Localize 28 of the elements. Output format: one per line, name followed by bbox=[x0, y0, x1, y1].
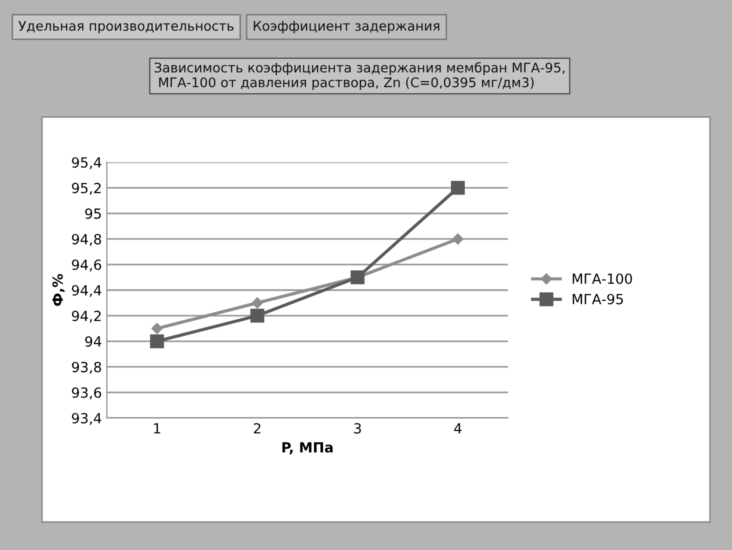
x-tick-label: 1 bbox=[154, 423, 160, 434]
point bbox=[452, 233, 464, 245]
y-tick-label: 93,8 bbox=[72, 362, 102, 374]
x-tick-label: 2 bbox=[254, 423, 260, 434]
y-tick-label: 94,4 bbox=[72, 285, 102, 298]
point bbox=[250, 308, 264, 323]
chart-title: Зависимость коэффициента задержания мембран МГА-95, МГА-100 от давления раствора, Zn (C=0,0395 мг/дм3) bbox=[154, 62, 564, 90]
x-tick-label: 3 bbox=[354, 423, 361, 434]
y-tick-label: 95,4 bbox=[72, 157, 102, 170]
legend-label: МГА-100 bbox=[572, 273, 632, 284]
y-tick-label: 93,4 bbox=[72, 412, 102, 425]
text: Коэффициент задержания bbox=[254, 21, 440, 34]
x-axis-title: P, МПа bbox=[282, 442, 333, 454]
y-axis-title: Ф,% bbox=[52, 274, 65, 306]
legend-label: МГА-95 bbox=[572, 294, 623, 304]
y-tick-label: 94,6 bbox=[72, 260, 102, 272]
y-tick-label: 94,8 bbox=[72, 234, 102, 246]
y-tick-label: 94 bbox=[85, 336, 102, 347]
y-tick-label: 95,2 bbox=[72, 182, 101, 195]
point bbox=[151, 322, 163, 334]
point bbox=[150, 334, 164, 348]
point bbox=[252, 297, 263, 309]
y-tick-label: 94,2 bbox=[72, 310, 101, 323]
point bbox=[450, 180, 465, 195]
y-tick-label: 93,6 bbox=[72, 387, 102, 400]
text: Удельная производительность bbox=[18, 21, 234, 34]
y-tick-label: 95 bbox=[85, 208, 101, 219]
x-tick-label: 4 bbox=[454, 423, 462, 434]
